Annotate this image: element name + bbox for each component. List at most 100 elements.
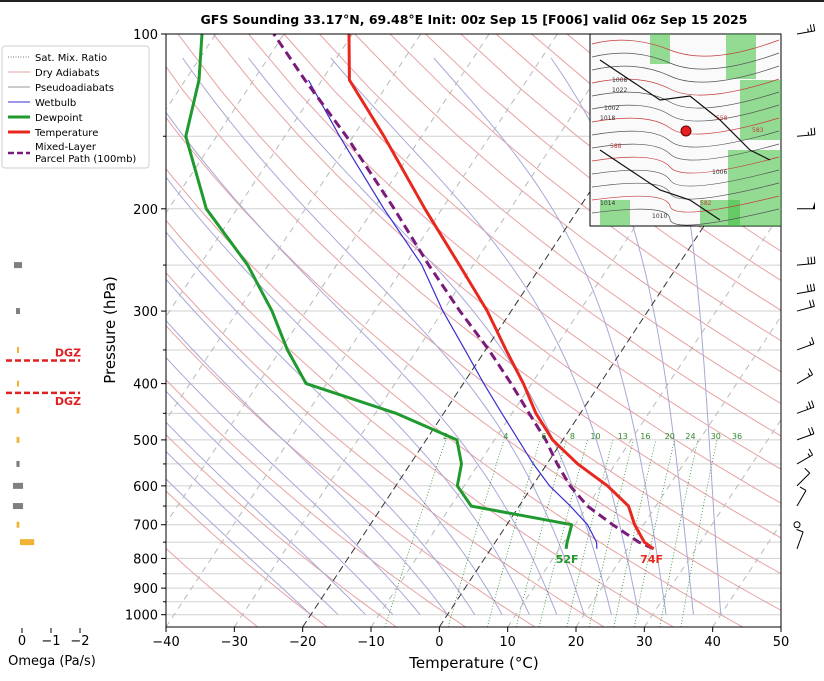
surface-dewpoint-label: 52F — [556, 553, 579, 566]
legend-label-parcel-1: Mixed-Layer — [35, 142, 97, 153]
x-tick-label: −10 — [357, 635, 384, 650]
isotherm-lines — [166, 34, 781, 627]
map-border — [599, 59, 771, 161]
map-contour — [591, 104, 780, 122]
barb-staff — [796, 134, 815, 137]
barb-full — [806, 284, 809, 292]
dry-adiabat — [166, 219, 674, 627]
isotherm--50 — [166, 34, 490, 525]
profile-wetbulb — [307, 79, 598, 549]
moist-adiabat — [166, 390, 394, 616]
mixing-ratio-label: 13 — [618, 432, 628, 441]
map-precip-area — [740, 80, 781, 140]
wind-barb — [796, 23, 816, 35]
map-contour — [591, 117, 780, 135]
y-tick-label: 1000 — [125, 609, 158, 624]
dgz-markers: DGZ DGZ — [6, 347, 81, 408]
barb-staff — [796, 30, 815, 35]
profile-dewpoint — [184, 34, 574, 550]
dry-adiabat — [248, 34, 781, 470]
mixing-ratio-line — [588, 439, 634, 627]
wind-barb — [796, 337, 815, 351]
moist-adiabat — [166, 356, 421, 616]
isotherm--20 — [302, 34, 695, 627]
moist-adiabat — [330, 57, 640, 615]
dry-adiabat — [212, 34, 781, 504]
moist-adiabat — [166, 319, 448, 616]
omega-bar — [17, 346, 19, 353]
moist-adiabat — [166, 231, 503, 615]
barb-staff — [796, 290, 815, 295]
dry-adiabat — [283, 34, 781, 437]
wind-barbs — [793, 23, 816, 549]
barb-half — [807, 372, 811, 377]
barb-full — [808, 401, 812, 409]
map-contour — [591, 52, 780, 70]
isotherm-10 — [507, 211, 781, 627]
mixing-ratio-label: 6 — [541, 432, 546, 441]
mixing-ratio-label: 4 — [503, 432, 508, 441]
x-tick-label: −40 — [152, 635, 179, 650]
omega-bar — [16, 436, 20, 443]
barb-staff — [796, 305, 815, 312]
omega-bar — [20, 539, 35, 546]
omega-bar — [12, 503, 24, 510]
mixing-ratio-line — [384, 439, 446, 627]
omega-bar — [17, 380, 19, 387]
dry-adiabat — [354, 34, 781, 373]
moist-adiabat — [550, 57, 694, 615]
omega-bar — [12, 482, 24, 489]
barb-staff — [796, 374, 813, 385]
legend-box — [1, 45, 150, 169]
map-contour-label: 1006 — [712, 169, 727, 176]
mixing-ratio-label: 8 — [570, 432, 575, 441]
isotherm-0 — [438, 108, 781, 627]
isotherm-20 — [575, 315, 781, 627]
x-tick-label: −30 — [221, 635, 248, 650]
barb-full — [799, 486, 807, 491]
surface-labels: 74F 52F — [556, 553, 663, 566]
map-contour-label: 1008 — [612, 77, 627, 84]
map-contour-label: 583 — [752, 127, 764, 134]
wind-barb — [796, 467, 811, 487]
y-axis-label: Pressure (hPa) — [101, 276, 119, 384]
map-contour — [591, 195, 780, 213]
omega-tick-label-2: −2 — [70, 634, 89, 649]
barb-staff — [796, 454, 813, 465]
omega-bars — [12, 262, 35, 546]
omega-panel: DGZ DGZ 0 −1 −2 Omega (Pa/s) — [6, 262, 96, 669]
barb-half — [807, 453, 811, 457]
plot-frame — [165, 33, 782, 628]
wind-barb — [797, 201, 815, 210]
omega-bar — [13, 262, 23, 269]
x-axis-ticks: −40 −30 −20 −10 0 10 20 30 40 50 — [152, 627, 789, 650]
map-contour-label: 1022 — [612, 87, 627, 94]
barb-full — [813, 256, 816, 264]
x-axis-label: Temperature (°C) — [408, 654, 538, 672]
x-tick-label: −20 — [289, 635, 316, 650]
barb-full — [811, 426, 815, 434]
barb-staff — [796, 343, 815, 351]
y-tick-label: 200 — [133, 203, 158, 218]
y-tick-label: 700 — [133, 519, 158, 534]
y-tick-label: 500 — [133, 434, 158, 449]
dry-adiabat — [460, 34, 781, 282]
y-tick-label: 600 — [133, 480, 158, 495]
dry-adiabat — [166, 379, 466, 627]
dry-adiabat — [389, 34, 781, 342]
y-tick-label: 900 — [133, 582, 158, 597]
barb-full — [813, 23, 816, 31]
legend-label-temperature: Temperature — [34, 128, 98, 139]
map-contour-label: 558 — [716, 115, 728, 122]
omega-bar — [16, 521, 20, 528]
x-tick-label: 50 — [773, 635, 790, 650]
wind-barb — [796, 127, 816, 137]
barb-staff — [796, 472, 811, 487]
barb-half — [809, 341, 812, 346]
isotherm--40 — [166, 34, 558, 627]
mixing-ratio-line — [486, 439, 541, 627]
barb-full — [810, 127, 813, 136]
map-contour-label: 582 — [700, 200, 712, 207]
barb-full — [813, 283, 816, 291]
